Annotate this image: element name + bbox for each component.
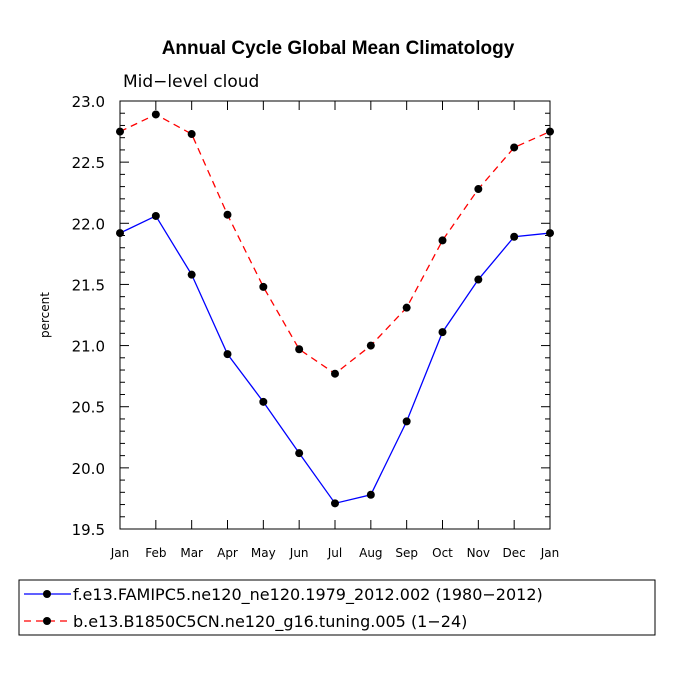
x-tick-label: Nov xyxy=(467,546,490,560)
x-tick-label: Jan xyxy=(540,546,560,560)
x-tick-label: Sep xyxy=(395,546,418,560)
data-point-series-2 xyxy=(510,143,519,152)
data-point-series-1 xyxy=(151,211,160,220)
x-tick-label: Jun xyxy=(289,546,309,560)
data-point-series-1 xyxy=(116,229,124,238)
data-point-series-2 xyxy=(151,110,160,119)
legend-label-series-1: f.e13.FAMIPC5.ne120_ne120.1979_2012.002 … xyxy=(73,585,543,605)
series-lines xyxy=(119,113,551,505)
y-tick-label: 21.5 xyxy=(72,276,105,294)
data-point-series-1 xyxy=(223,350,232,359)
data-point-series-1 xyxy=(402,417,411,426)
data-point-series-2 xyxy=(546,127,554,136)
x-tick-label: May xyxy=(251,546,276,560)
y-tick-label: 19.5 xyxy=(72,521,105,539)
series-line-2 xyxy=(119,113,551,375)
data-point-series-2 xyxy=(187,130,196,139)
data-point-series-2 xyxy=(366,341,375,350)
y-tick-label: 22.5 xyxy=(72,154,105,172)
data-point-series-1 xyxy=(259,397,268,406)
data-point-series-2 xyxy=(223,210,232,219)
y-tick-label: 23.0 xyxy=(72,93,105,111)
chart-subtitle: Mid−level cloud xyxy=(123,72,259,92)
data-point-series-1 xyxy=(295,449,304,458)
data-point-series-2 xyxy=(402,303,411,312)
y-tick-label: 22.0 xyxy=(72,215,105,233)
data-point-series-1 xyxy=(510,232,519,241)
y-tick-label: 20.0 xyxy=(72,460,105,478)
x-tick-label: Feb xyxy=(145,546,166,560)
x-tick-label: Oct xyxy=(432,546,453,560)
legend-label-series-2: b.e13.B1850C5CN.ne120_g16.tuning.005 (1−… xyxy=(73,612,467,632)
y-tick-label: 20.5 xyxy=(72,399,105,417)
data-point-series-1 xyxy=(546,229,554,238)
legend-marker-series-1 xyxy=(43,590,51,598)
data-point-series-2 xyxy=(438,236,447,245)
data-point-series-1 xyxy=(187,270,196,279)
x-tick-label: Dec xyxy=(503,546,526,560)
plot-frame xyxy=(119,100,551,530)
data-point-series-1 xyxy=(331,499,339,508)
axis-ticks xyxy=(119,100,551,530)
x-tick-label: Jan xyxy=(110,546,130,560)
data-point-series-1 xyxy=(474,275,483,284)
y-tick-label: 21.0 xyxy=(72,338,105,356)
chart-title: Annual Cycle Global Mean Climatology xyxy=(162,38,515,59)
y-tick-labels: 19.5 20.0 20.5 21.0 21.5 22.0 22.5 23.0 xyxy=(72,93,105,539)
data-point-series-2 xyxy=(116,127,124,136)
data-point-series-2 xyxy=(295,345,304,354)
data-point-series-2 xyxy=(259,282,268,291)
data-point-series-2 xyxy=(474,185,483,194)
legend: f.e13.FAMIPC5.ne120_ne120.1979_2012.002 … xyxy=(18,579,656,636)
legend-marker-series-2 xyxy=(43,617,51,625)
x-tick-label: Aug xyxy=(359,546,382,560)
x-tick-label: Mar xyxy=(180,546,203,560)
data-point-series-1 xyxy=(366,490,375,499)
x-tick-label: Apr xyxy=(217,546,238,560)
x-tick-labels: Jan Feb Mar Apr May Jun Jul Aug Sep Oct Nov Dec Jan xyxy=(110,546,560,560)
legend-box xyxy=(18,579,656,636)
series-markers xyxy=(116,110,554,508)
data-point-series-2 xyxy=(331,369,339,378)
data-point-series-1 xyxy=(438,328,447,337)
series-line-1 xyxy=(119,215,551,505)
x-tick-label: Jul xyxy=(327,546,342,560)
y-axis-label: percent xyxy=(38,292,52,338)
